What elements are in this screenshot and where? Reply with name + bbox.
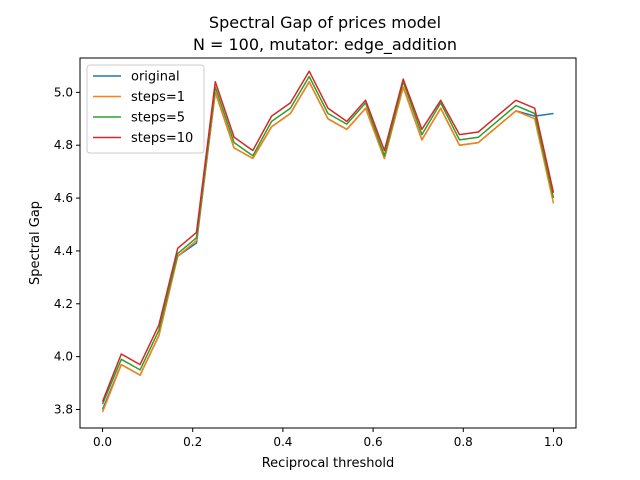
y-axis-label: Spectral Gap — [28, 201, 43, 285]
chart-title: Spectral Gap of prices model — [209, 13, 441, 32]
x-tick-label: 0.4 — [273, 435, 292, 449]
y-tick-label: 4.6 — [54, 191, 73, 205]
x-axis-ticks: 0.0 0.2 0.4 0.6 0.8 1.0 — [93, 428, 563, 449]
y-tick-label: 4.2 — [54, 297, 73, 311]
y-tick-label: 4.0 — [54, 350, 73, 364]
x-tick-label: 0.8 — [454, 435, 473, 449]
x-axis-label: Reciprocal threshold — [262, 456, 395, 471]
legend-label: steps=10 — [131, 131, 193, 146]
y-tick-label: 4.4 — [54, 244, 73, 258]
y-tick-label: 3.8 — [54, 403, 73, 417]
series-layer — [101, 70, 555, 413]
legend: original steps=1 steps=5 steps=10 — [86, 64, 205, 154]
y-tick-label: 4.8 — [54, 138, 73, 152]
legend-box — [86, 64, 205, 154]
series-line-steps-5 — [101, 75, 555, 405]
y-tick-label: 5.0 — [54, 85, 73, 99]
legend-label: steps=5 — [131, 111, 185, 126]
chart-subtitle: N = 100, mutator: edge_addition — [193, 35, 457, 55]
legend-label: original — [131, 70, 180, 85]
legend-label: steps=1 — [131, 90, 185, 105]
x-tick-label: 0.0 — [93, 435, 112, 449]
x-tick-label: 1.0 — [544, 435, 563, 449]
plot-area: 0.0 0.2 0.4 0.6 0.8 1.0 3.8 4.0 4.2 4.4 4.6 4.8 5.0 — [54, 57, 577, 449]
x-tick-label: 0.6 — [364, 435, 383, 449]
series-line-steps-10 — [101, 70, 555, 402]
axes-frame — [79, 57, 577, 429]
y-axis-ticks: 3.8 4.0 4.2 4.4 4.6 4.8 5.0 — [54, 85, 80, 417]
x-tick-label: 0.2 — [183, 435, 202, 449]
